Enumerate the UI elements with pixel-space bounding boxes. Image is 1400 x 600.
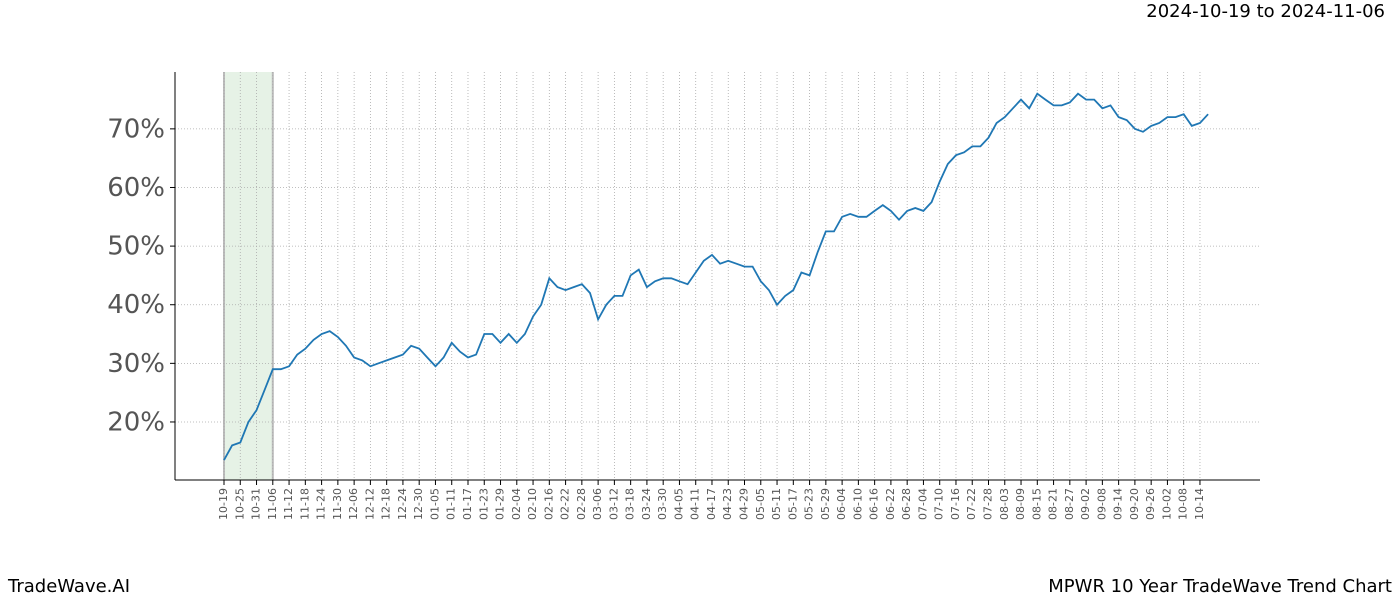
x-tick-label: 04-05 (672, 488, 685, 520)
x-tick-label: 05-23 (803, 488, 816, 520)
x-tick-label: 12-18 (380, 488, 393, 520)
x-tick-label: 07-28 (982, 488, 995, 520)
x-tick-label: 06-10 (851, 488, 864, 520)
x-tick-label: 04-11 (689, 488, 702, 520)
y-tick-label: 50% (107, 232, 165, 262)
x-tick-label: 10-08 (1177, 488, 1190, 520)
x-tick-label: 10-14 (1193, 488, 1206, 520)
x-tick-label: 01-29 (494, 488, 507, 520)
x-tick-label: 03-18 (624, 488, 637, 520)
x-tick-label: 07-10 (933, 488, 946, 520)
x-tick-label: 10-19 (217, 488, 230, 520)
x-tick-label: 06-04 (835, 488, 848, 520)
trend-line (223, 92, 1209, 461)
x-tick-label: 03-24 (640, 488, 653, 520)
x-tick-label: 02-16 (542, 488, 555, 520)
x-tick-label: 09-08 (1095, 488, 1108, 520)
x-tick-label: 10-25 (233, 488, 246, 520)
highlight-band (224, 72, 273, 480)
y-tick-label: 40% (107, 290, 165, 320)
x-tick-label: 12-12 (363, 488, 376, 520)
x-tick-label: 06-22 (884, 488, 897, 520)
x-tick-label: 09-02 (1079, 488, 1092, 520)
x-tick-label: 05-17 (786, 488, 799, 520)
footer-right: MPWR 10 Year TradeWave Trend Chart (1048, 576, 1392, 597)
x-tick-label: 01-11 (445, 488, 458, 520)
x-tick-label: 03-30 (656, 488, 669, 520)
x-tick-label: 08-15 (1030, 488, 1043, 520)
x-tick-label: 11-30 (331, 488, 344, 520)
x-tick-label: 05-29 (819, 488, 832, 520)
x-tick-label: 11-06 (266, 488, 279, 520)
x-tick-label: 09-26 (1144, 488, 1157, 520)
x-tick-label: 02-04 (510, 488, 523, 520)
x-tick-label: 04-17 (705, 488, 718, 520)
y-tick-label: 70% (107, 114, 165, 144)
x-tick-label: 10-31 (250, 488, 263, 520)
x-tick-label: 12-30 (412, 488, 425, 520)
y-tick-label: 60% (107, 173, 165, 203)
x-tick-label: 09-20 (1128, 488, 1141, 520)
x-tick-label: 01-05 (428, 488, 441, 520)
x-tick-label: 10-02 (1160, 488, 1173, 520)
y-tick-label: 20% (107, 407, 165, 437)
x-tick-label: 07-04 (916, 488, 929, 520)
x-tick-label: 11-12 (282, 488, 295, 520)
y-tick-label: 30% (107, 349, 165, 379)
x-tick-label: 03-06 (591, 488, 604, 520)
x-tick-label: 08-09 (1014, 488, 1027, 520)
subtitle: 2024-10-19 to 2024-11-06 (1146, 1, 1385, 22)
x-tick-label: 03-12 (607, 488, 620, 520)
x-tick-label: 02-22 (559, 488, 572, 520)
x-tick-label: 08-03 (998, 488, 1011, 520)
x-tick-label: 08-27 (1063, 488, 1076, 520)
x-tick-label: 12-06 (347, 488, 360, 520)
x-tick-label: 04-23 (721, 488, 734, 520)
x-tick-label: 07-22 (965, 488, 978, 520)
x-tick-label: 02-10 (526, 488, 539, 520)
x-tick-label: 01-17 (461, 488, 474, 520)
x-tick-label: 06-16 (868, 488, 881, 520)
x-tick-label: 12-24 (396, 488, 409, 520)
footer-left: TradeWave.AI (7, 576, 130, 597)
x-tick-label: 05-05 (754, 488, 767, 520)
x-tick-label: 05-11 (770, 488, 783, 520)
x-tick-label: 06-28 (900, 488, 913, 520)
x-tick-label: 11-24 (315, 488, 328, 520)
x-tick-label: 07-16 (949, 488, 962, 520)
x-tick-label: 09-14 (1112, 488, 1125, 520)
x-tick-label: 11-18 (298, 488, 311, 520)
x-tick-label: 02-28 (575, 488, 588, 520)
x-tick-label: 04-29 (738, 488, 751, 520)
x-tick-label: 01-23 (477, 488, 490, 520)
x-tick-label: 08-21 (1047, 488, 1060, 520)
